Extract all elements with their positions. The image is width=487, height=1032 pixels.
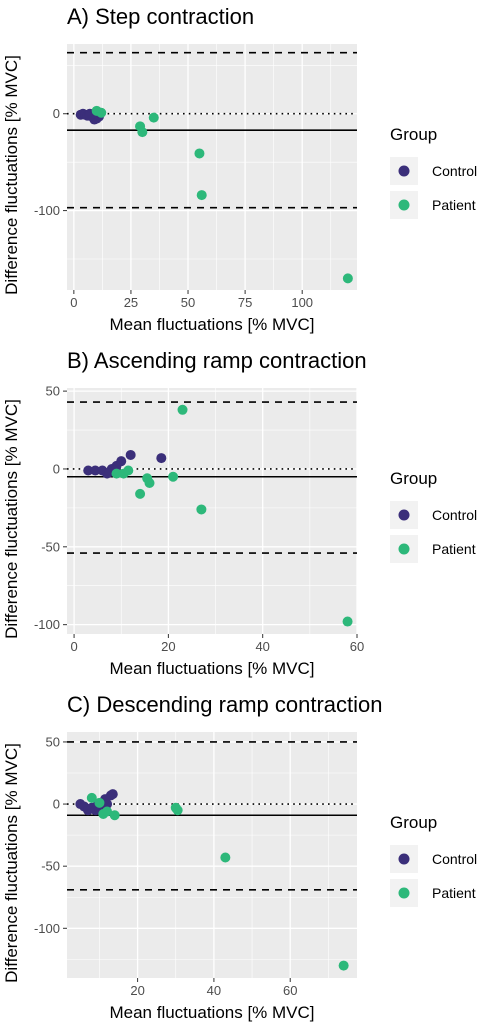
legend-title: Group <box>390 125 437 144</box>
x-tick-label: 0 <box>70 639 77 654</box>
y-tick-label: 50 <box>46 384 60 399</box>
legend-label-patient: Patient <box>432 197 476 213</box>
data-point-patient <box>177 404 188 415</box>
x-tick-label: 20 <box>130 983 144 998</box>
x-tick-label: 40 <box>207 983 221 998</box>
y-tick-label: -100 <box>34 617 60 632</box>
y-tick-label: -50 <box>41 539 60 554</box>
y-axis-title: Difference fluctuations [% MVC] <box>2 743 21 983</box>
data-point-control <box>107 789 118 800</box>
data-point-patient <box>96 107 107 118</box>
legend-label-control: Control <box>432 507 477 523</box>
x-axis-title: Mean fluctuations [% MVC] <box>109 659 314 678</box>
x-axis-title: Mean fluctuations [% MVC] <box>109 1003 314 1022</box>
x-axis-title: Mean fluctuations [% MVC] <box>109 315 314 334</box>
data-point-patient <box>196 504 207 515</box>
x-tick-label: 50 <box>181 295 195 310</box>
chart-title: A) Step contraction <box>67 4 254 29</box>
plot-background <box>67 732 357 978</box>
y-tick-label: 50 <box>46 734 60 749</box>
x-tick-label: 100 <box>291 295 313 310</box>
data-point-patient <box>111 468 122 479</box>
data-point-patient <box>220 852 231 863</box>
data-point-patient <box>144 477 155 488</box>
y-tick-label: 0 <box>53 106 60 121</box>
legend-swatch-control <box>398 853 410 865</box>
y-axis-title: Difference fluctuations [% MVC] <box>2 399 21 639</box>
data-point-patient <box>86 792 97 803</box>
legend-title: Group <box>390 469 437 488</box>
data-point-patient <box>94 797 105 808</box>
y-tick-label: 0 <box>53 797 60 812</box>
x-tick-label: 60 <box>283 983 297 998</box>
legend-label-control: Control <box>432 851 477 867</box>
legend-swatch-patient <box>398 199 410 211</box>
data-point-control <box>116 456 127 467</box>
legend-swatch-patient <box>398 887 410 899</box>
chart-panel-ascending: B) Ascending ramp contraction 0 20 40 60 50 0-… <box>0 344 487 688</box>
data-point-control <box>90 465 101 476</box>
data-point-patient <box>109 810 120 821</box>
data-point-patient <box>194 148 205 159</box>
data-point-patient <box>135 488 146 499</box>
data-point-patient <box>342 616 353 627</box>
x-tick-label: 40 <box>255 639 269 654</box>
plot-background <box>67 44 357 290</box>
data-point-patient <box>168 471 179 482</box>
x-tick-label: 25 <box>124 295 138 310</box>
legend-swatch-control <box>398 509 410 521</box>
chart-title: B) Ascending ramp contraction <box>67 348 367 373</box>
chart-step-svg: A) Step contraction 0 25 50 75 100 0 -100 Mean f… <box>2 4 477 334</box>
y-tick-label: 0 <box>53 461 60 476</box>
data-point-patient <box>196 190 207 201</box>
data-point-patient <box>123 465 134 476</box>
y-tick-label: -100 <box>34 203 60 218</box>
x-tick-label: 60 <box>350 639 364 654</box>
data-point-control <box>156 453 167 464</box>
chart-panel-step: A) Step contraction 0 25 50 75 100 0 -100 Mean f… <box>0 0 487 344</box>
data-point-patient <box>342 273 353 284</box>
y-tick-label: -100 <box>34 921 60 936</box>
y-axis-title: Difference fluctuations [% MVC] <box>2 55 21 295</box>
data-point-patient <box>137 127 148 138</box>
plot-background <box>67 388 357 634</box>
x-tick-label: 75 <box>238 295 252 310</box>
data-point-patient <box>338 960 349 971</box>
legend-swatch-patient <box>398 543 410 555</box>
legend-label-patient: Patient <box>432 541 476 557</box>
data-point-patient <box>102 806 113 817</box>
data-point-control <box>83 465 94 476</box>
legend-label-control: Control <box>432 163 477 179</box>
chart-panel-descending: C) Descending ramp contraction 20 40 60 50 0 -… <box>0 688 487 1032</box>
chart-title: C) Descending ramp contraction <box>67 692 382 717</box>
x-tick-label: 0 <box>70 295 77 310</box>
data-point-patient <box>148 112 159 123</box>
data-point-patient <box>172 805 183 816</box>
legend-title: Group <box>390 813 437 832</box>
data-point-control <box>125 449 136 460</box>
legend-swatch-control <box>398 165 410 177</box>
x-tick-label: 20 <box>161 639 175 654</box>
y-tick-label: -50 <box>41 859 60 874</box>
legend-label-patient: Patient <box>432 885 476 901</box>
chart-descending-svg: C) Descending ramp contraction 20 40 60 50 0 -… <box>2 692 477 1022</box>
